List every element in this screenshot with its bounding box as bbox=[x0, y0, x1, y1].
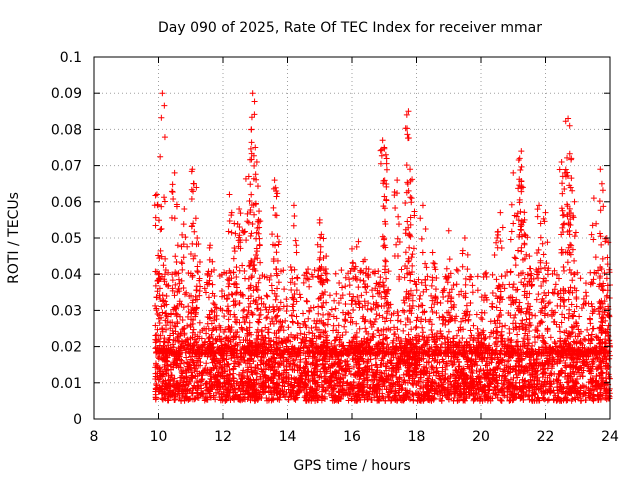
data-point bbox=[319, 305, 325, 311]
data-point bbox=[281, 286, 287, 292]
data-point bbox=[294, 313, 300, 319]
data-point bbox=[225, 303, 231, 309]
data-point bbox=[417, 386, 423, 392]
data-point bbox=[429, 283, 435, 289]
data-point bbox=[514, 332, 520, 338]
data-point bbox=[324, 271, 330, 277]
data-point bbox=[490, 272, 496, 278]
data-point bbox=[564, 379, 570, 385]
data-point bbox=[532, 313, 538, 319]
data-point bbox=[541, 370, 547, 376]
chart-title: Day 090 of 2025, Rate Of TEC Index for r… bbox=[158, 20, 542, 36]
data-point bbox=[240, 308, 246, 314]
data-point bbox=[370, 293, 376, 299]
data-point bbox=[304, 298, 310, 304]
data-point bbox=[236, 362, 242, 368]
data-point bbox=[582, 337, 588, 343]
data-point bbox=[576, 314, 582, 320]
data-point bbox=[406, 332, 412, 338]
data-point bbox=[529, 312, 535, 318]
data-point bbox=[583, 280, 589, 286]
data-point bbox=[478, 315, 484, 321]
data-point bbox=[304, 275, 310, 281]
data-point bbox=[502, 323, 508, 329]
data-point bbox=[333, 306, 339, 312]
data-point bbox=[336, 280, 342, 286]
data-point bbox=[377, 274, 383, 280]
data-point bbox=[542, 304, 548, 310]
data-point bbox=[413, 324, 419, 330]
data-point bbox=[329, 306, 335, 312]
data-point bbox=[210, 282, 216, 288]
data-point bbox=[320, 312, 326, 318]
data-point bbox=[292, 281, 298, 287]
data-point bbox=[552, 339, 558, 345]
data-point bbox=[414, 287, 420, 293]
data-point bbox=[264, 294, 270, 300]
data-point bbox=[490, 304, 496, 310]
data-point bbox=[176, 277, 182, 283]
data-point bbox=[601, 270, 607, 276]
data-point bbox=[400, 308, 406, 314]
data-point bbox=[203, 289, 209, 295]
data-point bbox=[407, 396, 413, 402]
data-point bbox=[553, 281, 559, 287]
data-point bbox=[276, 279, 282, 285]
data-point bbox=[338, 267, 344, 273]
data-point bbox=[433, 286, 439, 292]
data-point bbox=[263, 315, 269, 321]
data-point bbox=[456, 359, 462, 365]
data-point bbox=[269, 396, 275, 402]
data-point bbox=[278, 299, 284, 305]
data-point bbox=[487, 334, 493, 340]
data-point bbox=[502, 393, 508, 399]
data-point bbox=[361, 278, 367, 284]
data-point bbox=[578, 275, 584, 281]
data-point bbox=[514, 374, 520, 380]
data-point bbox=[475, 273, 481, 279]
scatter-points bbox=[152, 90, 613, 404]
data-point bbox=[454, 281, 460, 287]
data-point bbox=[282, 318, 288, 324]
data-point bbox=[300, 311, 306, 317]
data-point bbox=[400, 328, 406, 334]
data-point bbox=[468, 327, 474, 333]
data-point bbox=[374, 327, 380, 333]
data-point bbox=[440, 294, 446, 300]
data-point bbox=[499, 398, 505, 404]
data-point bbox=[264, 292, 270, 298]
data-point bbox=[557, 328, 563, 334]
data-point bbox=[203, 360, 209, 366]
data-point bbox=[374, 311, 380, 317]
data-point bbox=[532, 339, 538, 345]
data-point bbox=[304, 299, 310, 305]
data-point bbox=[297, 291, 303, 297]
data-point bbox=[547, 299, 553, 305]
data-point bbox=[498, 338, 504, 344]
